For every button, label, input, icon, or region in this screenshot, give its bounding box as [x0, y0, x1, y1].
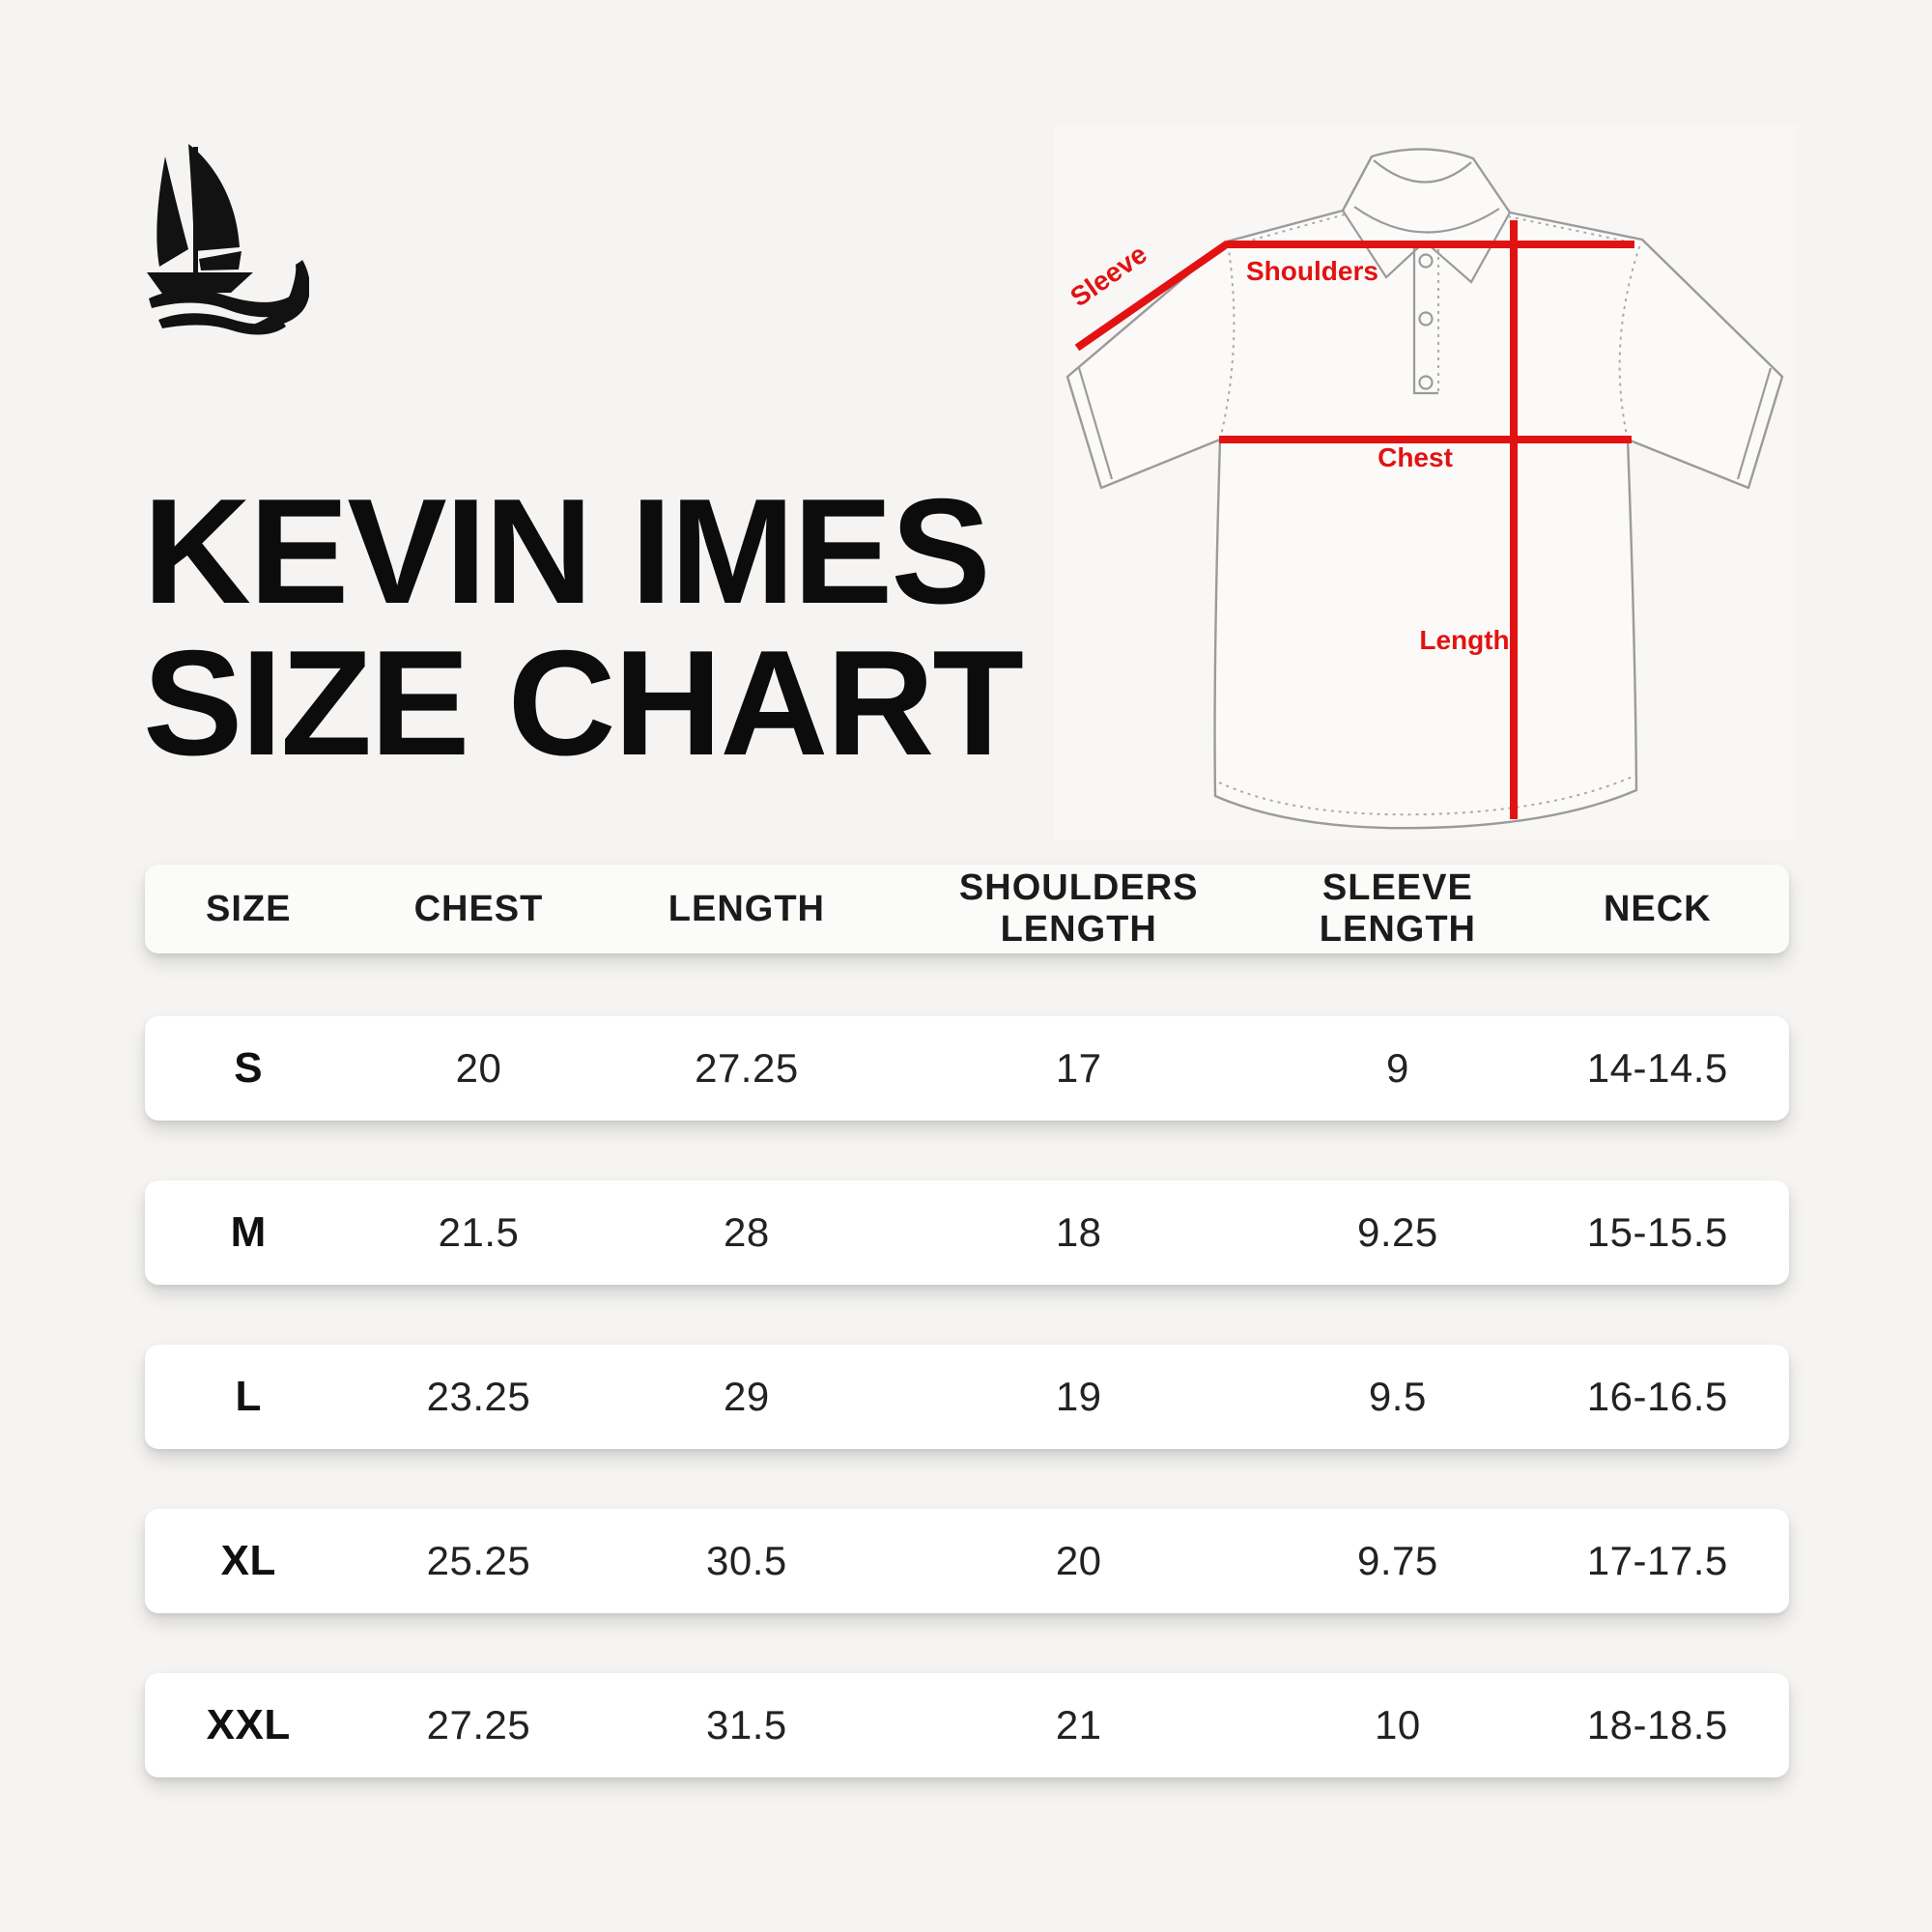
cell-chest: 21.5 — [438, 1209, 520, 1255]
column-header-neck: NECK — [1526, 889, 1789, 930]
cell-length: 30.5 — [706, 1538, 787, 1583]
column-header-text: NECK — [1603, 888, 1712, 929]
page-title-line1: KEVIN IMES — [143, 468, 991, 635]
cell-shoulders: 17 — [1055, 1045, 1102, 1091]
shirt-hem-stitch — [1218, 776, 1634, 816]
shirt-left-armhole-stitch — [1219, 242, 1236, 440]
cell-sleeve: 9.5 — [1368, 1374, 1427, 1419]
chest-label: Chest — [1378, 442, 1453, 472]
logo-wave-1 — [149, 289, 297, 318]
cell-size: M — [230, 1208, 267, 1256]
cell-length: 31.5 — [706, 1702, 787, 1747]
page-title-line2: SIZE CHART — [143, 619, 1024, 786]
cell-sleeve: 9.25 — [1357, 1209, 1438, 1255]
shoulders-label: Shoulders — [1246, 256, 1378, 286]
column-header-text: CHEST — [413, 888, 544, 929]
cell-shoulders: 20 — [1055, 1538, 1102, 1583]
cell-neck: 17-17.5 — [1586, 1538, 1728, 1583]
cell-chest: 25.25 — [426, 1538, 531, 1583]
cell-length: 29 — [724, 1374, 770, 1419]
cell-sleeve: 9.75 — [1357, 1538, 1438, 1583]
cell-shoulders: 19 — [1055, 1374, 1102, 1419]
shirt-collar-fold — [1353, 206, 1500, 234]
cell-size: XL — [220, 1537, 276, 1584]
cell-shoulders: 21 — [1055, 1702, 1102, 1747]
column-header-text: LENGTH — [1319, 909, 1476, 950]
length-label: Length — [1419, 625, 1509, 655]
sailboat-logo-icon — [147, 144, 309, 335]
cell-chest: 20 — [455, 1045, 502, 1091]
cell-chest: 23.25 — [426, 1374, 531, 1419]
shirt-right-armhole-stitch — [1618, 241, 1642, 440]
column-header-text: SLEEVE — [1321, 867, 1473, 908]
column-header-chest: CHEST — [352, 889, 605, 930]
shirt-measurement-diagram: Sleeve Shoulders Chest Length — [1053, 126, 1797, 840]
sleeve-measure-line — [1074, 240, 1231, 352]
table-row-xl: XL 25.25 30.5 20 9.75 17-17.5 — [145, 1509, 1789, 1613]
cell-neck: 16-16.5 — [1586, 1374, 1728, 1419]
shirt-right-cuff-band — [1736, 367, 1773, 480]
cell-sleeve: 10 — [1375, 1702, 1421, 1747]
cell-neck: 18-18.5 — [1586, 1702, 1728, 1747]
logo-wave-2 — [158, 313, 286, 335]
table-row-l: L 23.25 29 19 9.5 16-16.5 — [145, 1345, 1789, 1449]
column-header-text: LENGTH — [1000, 909, 1157, 950]
cell-neck: 15-15.5 — [1586, 1209, 1728, 1255]
cell-neck: 14-14.5 — [1586, 1045, 1728, 1091]
cell-shoulders: 18 — [1055, 1209, 1102, 1255]
shirt-outline — [1065, 148, 1784, 830]
column-header-length: LENGTH — [606, 889, 889, 930]
logo-jib-sail — [156, 156, 188, 267]
cell-size: L — [235, 1373, 262, 1420]
column-header-size: SIZE — [145, 889, 352, 930]
size-table-header: SIZE CHEST LENGTH SHOULDERS LENGTH SLEEVE… — [145, 865, 1789, 953]
cell-size: XXL — [206, 1701, 291, 1748]
table-row-s: S 20 27.25 17 9 14-14.5 — [145, 1016, 1789, 1121]
logo-main-sail — [188, 144, 240, 251]
shirt-button-3 — [1418, 375, 1434, 390]
column-header-text: LENGTH — [668, 888, 825, 929]
logo-sail-foot — [199, 251, 242, 270]
shirt-button-1 — [1418, 253, 1434, 269]
shirt-placket — [1412, 247, 1438, 395]
cell-sleeve: 9 — [1385, 1045, 1409, 1091]
column-header-sleeve-length: SLEEVE LENGTH — [1269, 867, 1526, 951]
shirt-button-2 — [1418, 311, 1434, 327]
table-row-xxl: XXL 27.25 31.5 21 10 18-18.5 — [145, 1673, 1789, 1777]
cell-chest: 27.25 — [426, 1702, 531, 1747]
logo-hull — [147, 272, 253, 294]
table-row-m: M 21.5 28 18 9.25 15-15.5 — [145, 1180, 1789, 1285]
shirt-left-cuff-band — [1077, 367, 1114, 480]
column-header-shoulders-length: SHOULDERS LENGTH — [888, 867, 1269, 951]
shirt-right-shoulder-stitch — [1507, 215, 1637, 244]
cell-length: 27.25 — [695, 1045, 799, 1091]
column-header-text: SIZE — [205, 888, 292, 929]
size-table: SIZE CHEST LENGTH SHOULDERS LENGTH SLEEVE… — [145, 865, 1789, 1777]
shirt-collar-back — [1373, 159, 1472, 184]
cell-size: S — [234, 1044, 264, 1092]
cell-length: 28 — [724, 1209, 770, 1255]
page-title: KEVIN IMES SIZE CHART — [143, 468, 1024, 786]
column-header-text: SHOULDERS — [958, 867, 1199, 908]
